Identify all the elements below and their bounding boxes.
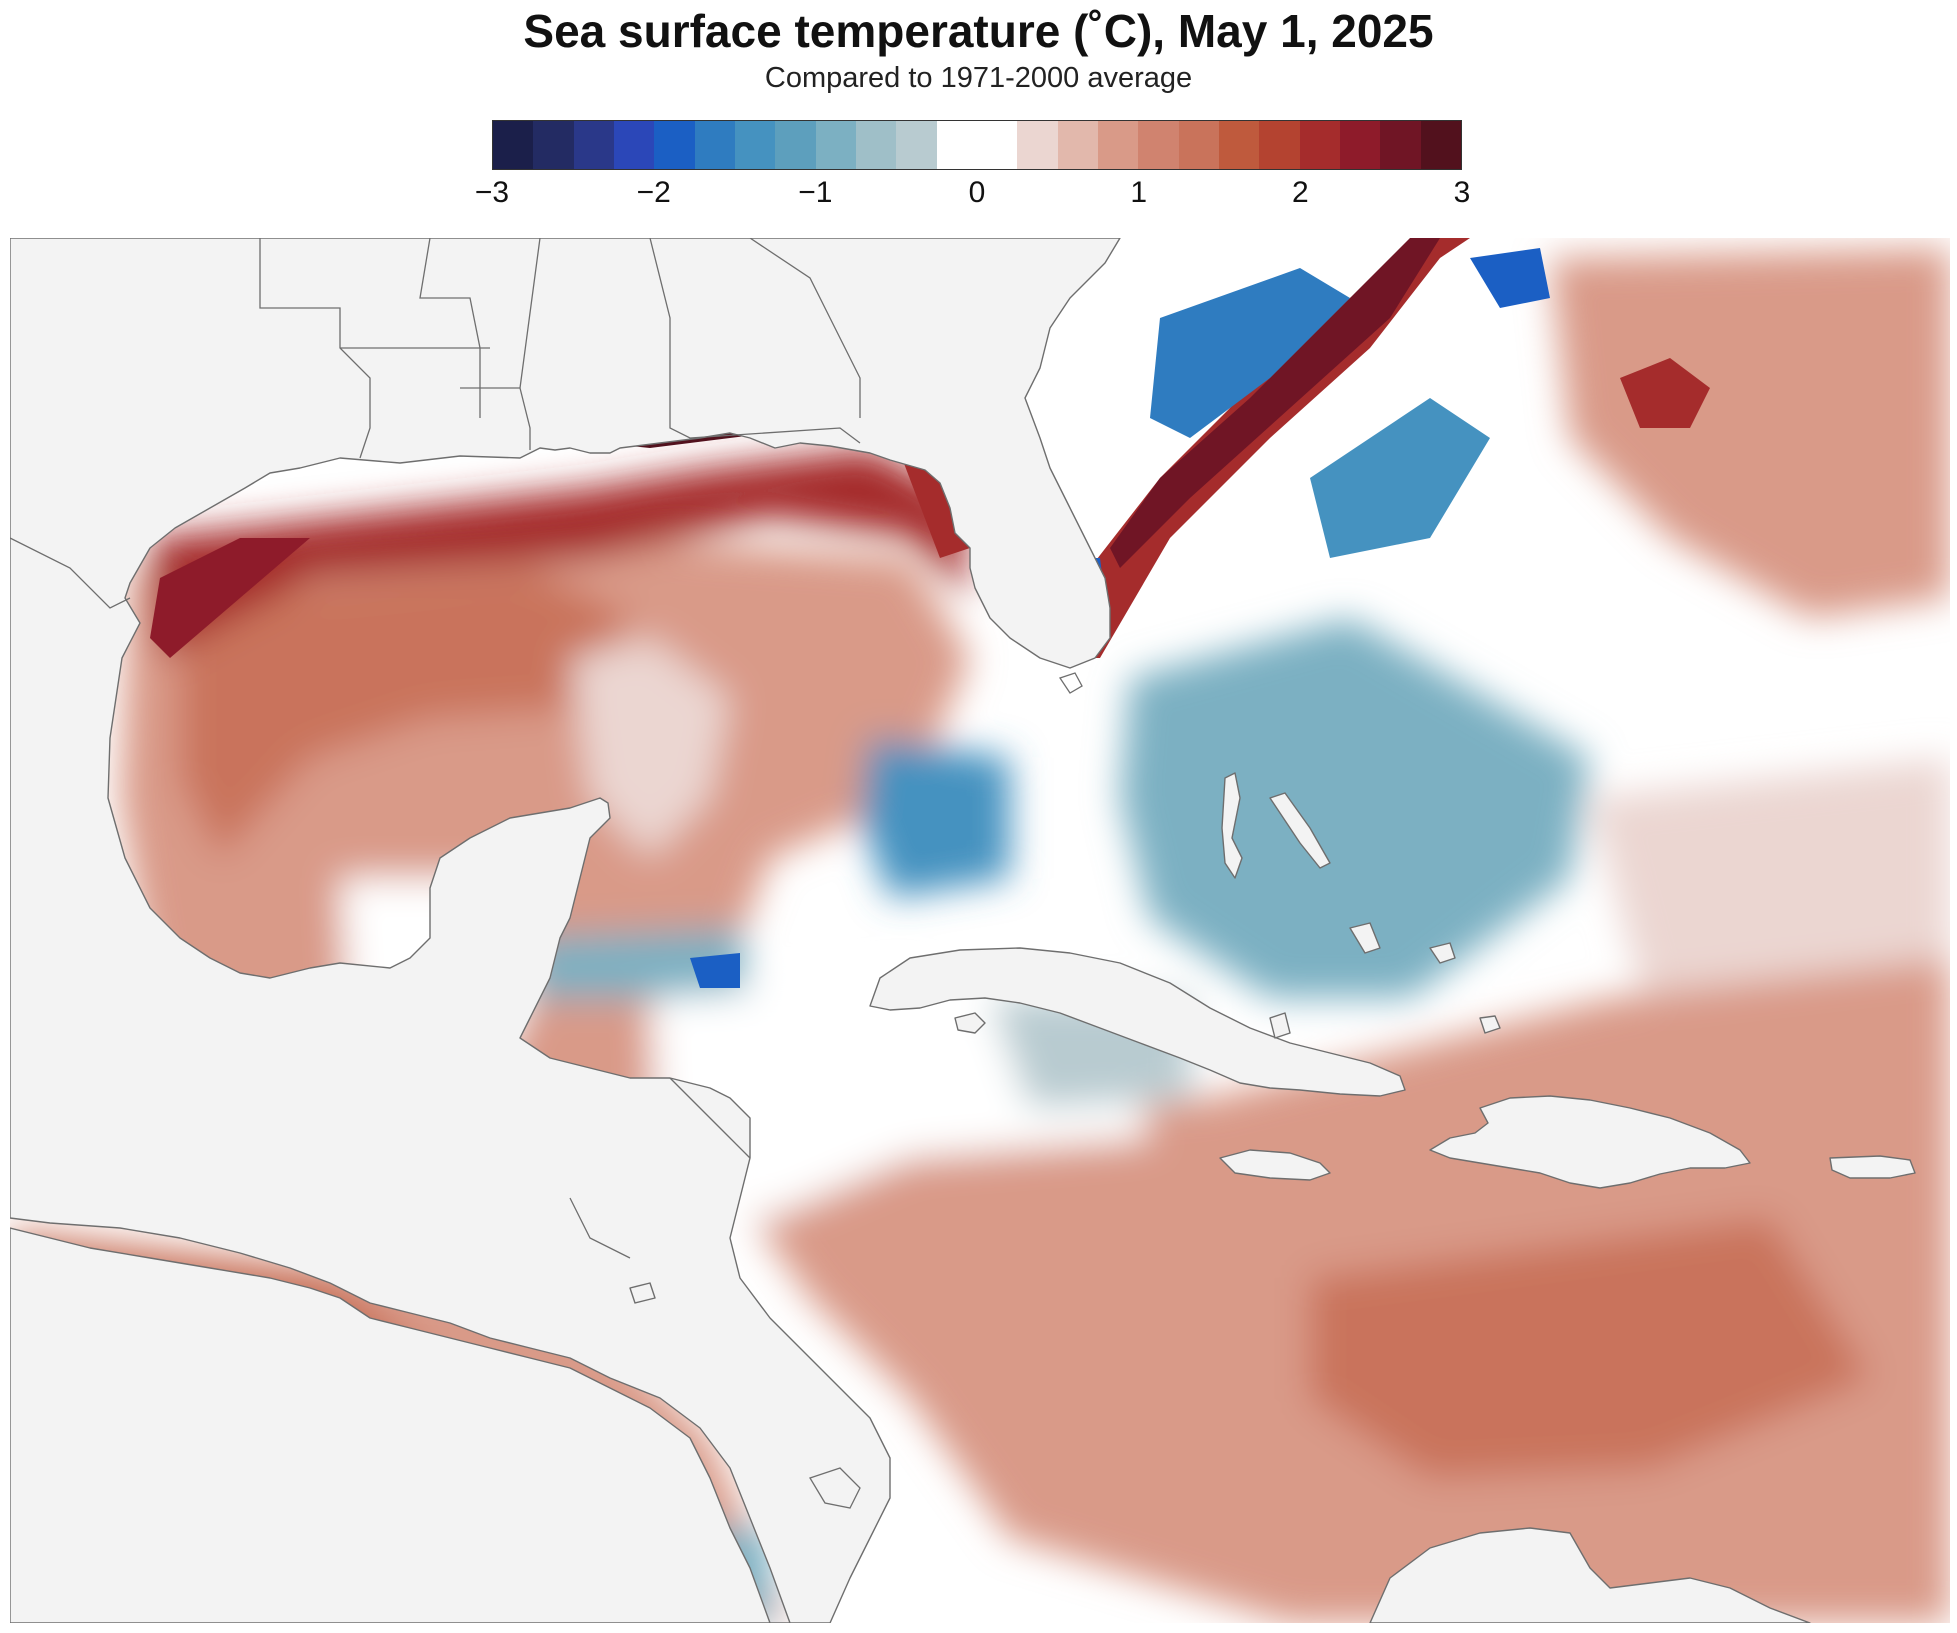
bahamas-islands	[1429, 942, 1456, 964]
legend-swatch	[1299, 121, 1340, 169]
yucatan-cool	[530, 928, 750, 998]
legend-swatch	[1218, 121, 1260, 169]
state-border	[419, 238, 481, 418]
gulf-stream-cool-east	[1310, 398, 1490, 558]
gulf-stream-warm-band	[1070, 238, 1470, 658]
legend-swatch	[734, 121, 776, 169]
caribbean-warm-core	[1310, 1218, 1870, 1478]
gulf-stream-core	[1110, 238, 1440, 568]
legend-tick-label: 1	[1130, 176, 1148, 209]
legend-swatch	[573, 121, 614, 169]
legend-tick-label: −2	[636, 176, 671, 209]
gulf-warm-core	[180, 568, 630, 858]
color-scale-bar	[492, 120, 1462, 170]
bahamas-islands	[1269, 1012, 1291, 1039]
legend-tick-label: 2	[1291, 176, 1309, 209]
jamaica-island	[1219, 1149, 1331, 1181]
legend-tick-label: 3	[1453, 176, 1471, 209]
sst-anomaly-map	[10, 238, 1950, 1623]
legend-swatch	[1057, 121, 1098, 169]
legend-swatch	[855, 121, 897, 169]
land	[10, 238, 1916, 1623]
legend-swatch	[533, 121, 574, 169]
cuba-island	[869, 947, 1406, 1097]
yucatan-island	[629, 1282, 656, 1304]
bahamas-islands	[1349, 922, 1381, 954]
bahamas-islands	[1221, 772, 1243, 879]
yucatan-coast-cool-core	[690, 953, 740, 988]
atlantic-warm-north	[1550, 248, 1950, 618]
country-border	[569, 1197, 631, 1259]
puerto-rico-island	[1829, 1155, 1916, 1179]
state-border	[519, 238, 541, 450]
legend-swatch	[654, 121, 695, 169]
legend-swatch	[1339, 121, 1381, 169]
legend-swatch	[976, 121, 1018, 169]
country-border	[669, 1077, 751, 1159]
color-scale-legend	[492, 120, 1462, 170]
legend-swatch	[1259, 121, 1300, 169]
state-border	[649, 238, 861, 444]
gulf-neutral-east	[570, 638, 730, 858]
bahamas-cool	[1120, 618, 1590, 998]
political-borders	[10, 238, 1083, 1509]
legend-swatch	[896, 121, 937, 169]
state-border	[749, 238, 861, 418]
legend-tick-label: −1	[798, 176, 833, 209]
legend-tick-label: 0	[968, 176, 986, 209]
north-america-landmass	[10, 238, 1121, 1623]
hispaniola-island	[1429, 1095, 1751, 1189]
legend-swatch	[775, 121, 816, 169]
legend-swatch	[1097, 121, 1139, 169]
gulf-stream-cool-west	[1150, 268, 1350, 438]
south-america-landmass	[1369, 1527, 1811, 1623]
gulf-stream-cool-patch	[1470, 248, 1550, 308]
legend-swatch	[493, 121, 534, 169]
map-title: Sea surface temperature (˚C), May 1, 202…	[523, 5, 1434, 57]
gulf-coast-hot	[150, 448, 970, 658]
lake	[809, 1467, 861, 1509]
florida-strait-cool	[860, 738, 1010, 898]
legend-swatch	[815, 121, 856, 169]
bahamas-islands	[1269, 792, 1331, 869]
legend-swatch	[1017, 121, 1058, 169]
legend-swatch	[694, 121, 735, 169]
legend-swatch	[613, 121, 655, 169]
legend-tick-label: −3	[474, 176, 510, 209]
legend-swatch	[1178, 121, 1219, 169]
map-subtitle: Compared to 1971-2000 average	[764, 62, 1193, 94]
legend-swatch	[1380, 121, 1421, 169]
isle-of-youth	[954, 1012, 986, 1034]
lake-okeechobee	[1058, 672, 1083, 694]
atlantic-hotspot	[1620, 358, 1710, 428]
bahamas-islands	[1479, 1015, 1501, 1034]
country-border	[10, 537, 131, 609]
legend-swatch	[1420, 121, 1461, 169]
texas-coast-warm	[150, 538, 310, 658]
legend-swatch	[936, 121, 977, 169]
legend-swatch	[1138, 121, 1179, 169]
